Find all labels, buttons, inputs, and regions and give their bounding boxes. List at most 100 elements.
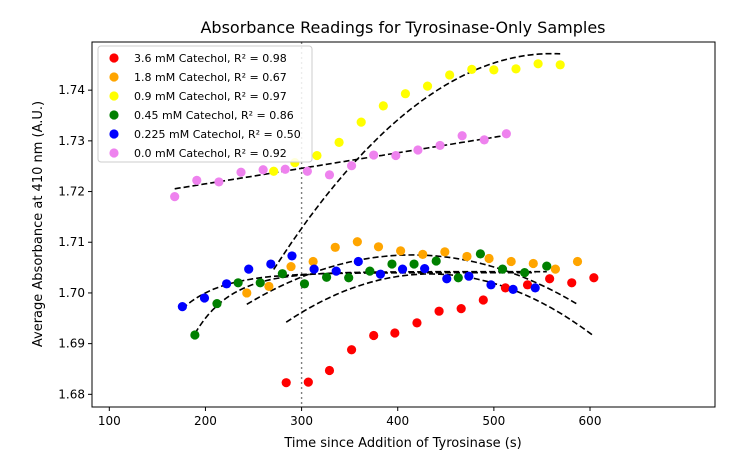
data-point (375, 269, 386, 279)
data-point (269, 166, 279, 176)
legend-marker (109, 72, 119, 82)
data-point (545, 274, 555, 284)
data-point (373, 242, 384, 252)
data-point (378, 101, 388, 111)
data-point (453, 273, 463, 283)
data-point (550, 264, 561, 274)
plot-frame (91, 41, 716, 408)
data-point (418, 249, 428, 260)
data-point (387, 259, 397, 269)
x-axis: 100 200 300 400 500 600 (98, 407, 601, 428)
data-point (464, 271, 474, 281)
legend-entry: 0.45 mM Catechol, R² = 0.86 (134, 109, 294, 122)
y-tick-label: 1.73 (58, 134, 85, 148)
data-point (520, 268, 530, 278)
data-point (420, 264, 430, 274)
data-point (356, 117, 366, 127)
y-tick-label: 1.70 (58, 286, 85, 300)
data-point (255, 278, 265, 288)
legend-marker (109, 148, 119, 158)
data-point (233, 278, 243, 288)
data-point (440, 247, 450, 257)
data-point (555, 60, 565, 70)
data-point (462, 251, 472, 262)
data-point (299, 279, 310, 289)
data-point (369, 150, 379, 160)
data-point (467, 64, 477, 74)
data-point (489, 65, 499, 75)
data-point (308, 256, 318, 267)
data-point (528, 258, 538, 269)
data-point (422, 81, 433, 91)
data-point (170, 192, 180, 202)
fit-curve (285, 273, 595, 337)
data-point (475, 249, 486, 259)
data-point (303, 377, 313, 387)
data-point (369, 330, 379, 341)
x-tick-label: 500 (482, 414, 505, 428)
data-point (391, 150, 401, 161)
data-point (321, 272, 332, 282)
chart-title: Absorbance Readings for Tyrosinase-Only … (200, 18, 605, 37)
y-tick-label: 1.72 (58, 185, 85, 199)
data-point (346, 161, 357, 171)
data-point (478, 295, 488, 305)
legend-entry: 0.9 mM Catechol, R² = 0.97 (134, 90, 287, 103)
y-axis-label: Average Absorbance at 410 nm (A.U.) (31, 101, 46, 347)
data-point (397, 264, 408, 274)
y-tick-label: 1.71 (58, 235, 85, 249)
data-point (277, 269, 287, 279)
data-point (353, 256, 363, 267)
data-point (533, 59, 543, 69)
fit-curve (273, 52, 561, 270)
data-point (244, 264, 254, 274)
data-point (486, 280, 496, 290)
y-tick-label: 1.74 (58, 83, 85, 97)
fit-curve (246, 254, 578, 305)
data-point (434, 306, 444, 316)
data-point (572, 256, 583, 267)
data-point (258, 165, 268, 175)
data-point (280, 164, 290, 174)
data-point (589, 273, 599, 283)
data-point (431, 256, 441, 266)
data-point (409, 259, 419, 269)
data-point (199, 293, 210, 303)
data-point (457, 131, 467, 141)
legend-entry: 3.6 mM Catechol, R² = 0.98 (134, 52, 287, 65)
data-point (221, 279, 232, 289)
data-point (324, 365, 335, 376)
data-point (236, 167, 246, 177)
data-points (170, 59, 599, 388)
legend: 3.6 mM Catechol, R² = 0.98 1.8 mM Catecho… (97, 45, 313, 163)
data-point (508, 284, 518, 294)
data-point (331, 266, 341, 276)
data-point (511, 64, 521, 74)
data-point (344, 273, 354, 283)
data-point (497, 264, 508, 274)
data-point (501, 129, 511, 139)
data-point (312, 150, 322, 161)
data-point (390, 328, 400, 338)
data-point (281, 378, 291, 388)
data-point (264, 281, 274, 291)
data-point (445, 70, 455, 80)
x-tick-label: 200 (194, 414, 217, 428)
x-tick-label: 300 (290, 414, 313, 428)
data-point (506, 256, 516, 267)
data-point (286, 261, 296, 272)
data-point (352, 237, 362, 247)
legend-marker (109, 53, 119, 63)
data-point (242, 288, 252, 298)
data-point (346, 345, 357, 355)
legend-marker (109, 129, 119, 139)
legend-entry: 0.0 mM Catechol, R² = 0.92 (134, 147, 287, 160)
data-point (334, 137, 344, 147)
legend-marker (109, 91, 119, 101)
data-point (456, 304, 466, 314)
data-point (542, 261, 552, 271)
legend-box (97, 45, 313, 163)
data-point (190, 330, 200, 340)
x-tick-label: 400 (386, 414, 409, 428)
